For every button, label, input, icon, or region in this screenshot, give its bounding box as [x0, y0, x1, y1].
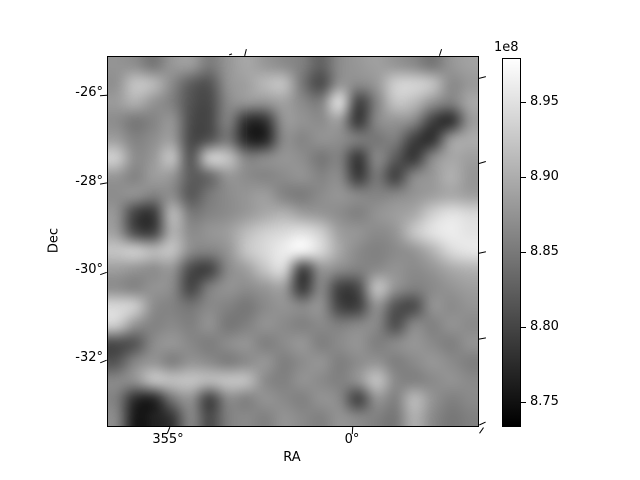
y-tick-label: -28°: [75, 174, 103, 189]
x-tick-label: 0°: [344, 432, 360, 447]
colorbar-tick-label: 8.90: [530, 169, 559, 184]
colorbar-tick-mark: [521, 252, 526, 254]
x-tick-mark: [479, 427, 485, 434]
y-tick-label: -26°: [75, 85, 103, 100]
colorbar-tick-label: 8.95: [530, 94, 559, 109]
colorbar-gradient: [503, 59, 520, 426]
colorbar: [502, 58, 521, 427]
colorbar-tick-label: 8.75: [530, 394, 559, 409]
y-tick-label: -32°: [75, 350, 103, 365]
colorbar-tick-mark: [521, 177, 526, 179]
colorbar-scale-label: 1e8: [494, 40, 519, 55]
top-tick-mark: [244, 48, 248, 57]
top-tick-mark: [438, 48, 443, 57]
colorbar-tick-mark: [521, 327, 526, 329]
right-tick-mark: [478, 337, 487, 340]
plot-frame: [107, 56, 479, 427]
right-tick-mark: [478, 161, 487, 165]
x-tick-label: 355°: [152, 432, 184, 447]
colorbar-tick-label: 8.85: [530, 244, 559, 259]
right-tick-mark: [478, 76, 487, 80]
right-tick-mark: [479, 421, 486, 426]
heatmap-image: [107, 56, 479, 427]
colorbar-tick-mark: [521, 402, 526, 404]
y-tick-label: -30°: [75, 262, 103, 277]
x-axis-label: RA: [283, 450, 301, 465]
colorbar-tick-mark: [521, 102, 526, 104]
right-tick-mark: [478, 251, 487, 255]
colorbar-tick-label: 8.80: [530, 319, 559, 334]
